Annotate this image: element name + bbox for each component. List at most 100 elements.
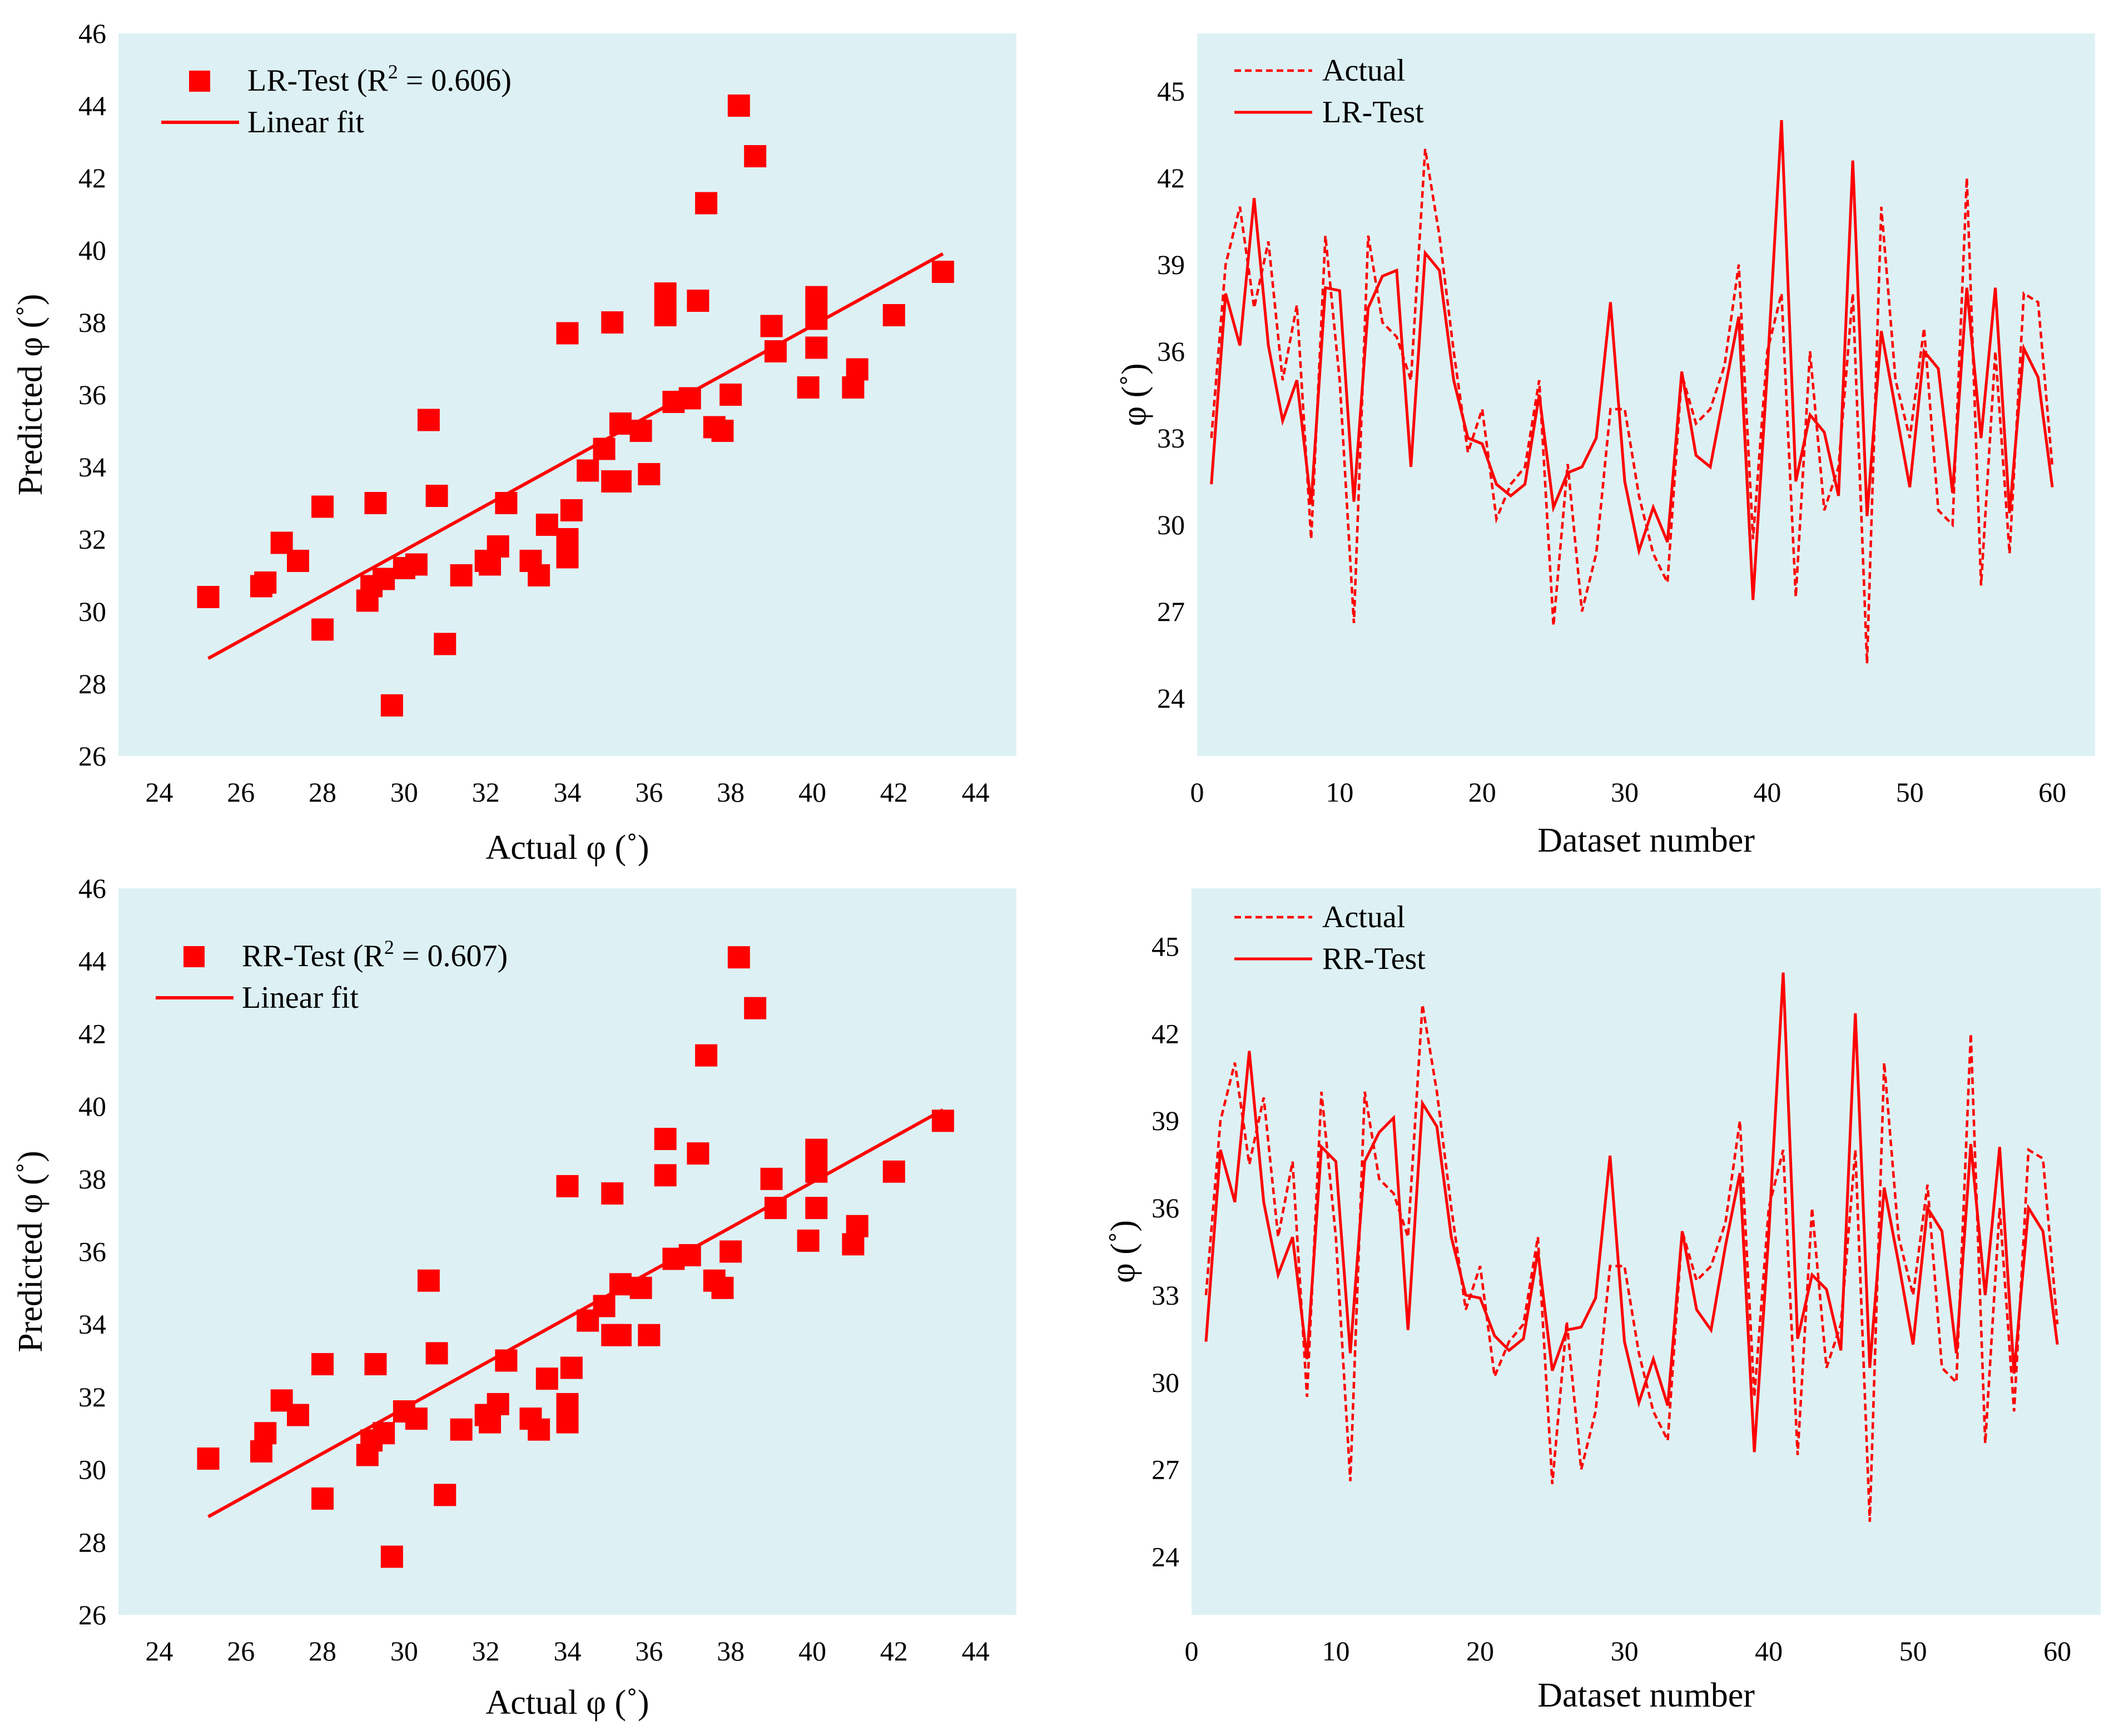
- scatter-point: [654, 1164, 677, 1187]
- scatter-point: [601, 311, 624, 334]
- scatter-point: [197, 586, 220, 608]
- y-tick-label: 30: [1152, 1367, 1179, 1398]
- scatter-point: [797, 376, 820, 399]
- scatter-point: [931, 1110, 954, 1132]
- x-tick-label: 0: [1185, 1635, 1199, 1667]
- x-tick-label: 24: [145, 777, 173, 808]
- y-tick-label: 33: [1152, 1280, 1179, 1311]
- legend-marker-swatch: [183, 946, 205, 967]
- y-tick-label: 34: [78, 1309, 106, 1340]
- r-squared-superscript: 2: [388, 61, 398, 83]
- y-tick-label: 24: [1152, 1541, 1179, 1572]
- x-axis-label: Actual φ (˚): [486, 829, 649, 867]
- x-tick-label: 32: [472, 777, 500, 808]
- y-tick-label: 44: [78, 90, 106, 121]
- lr_scatter-panel: 24 26 28 30 32 34 36 38 40 42 44 26 28 30 32 34 36 38 40 42…: [12, 18, 1016, 867]
- scatter-point: [528, 1418, 550, 1441]
- scatter-point: [882, 304, 905, 326]
- scatter-point: [254, 1422, 277, 1445]
- scatter-point: [609, 1324, 632, 1346]
- scatter-point: [760, 1167, 783, 1190]
- scatter-point: [417, 409, 440, 431]
- x-tick-label: 30: [390, 1635, 418, 1667]
- scatter-point: [311, 495, 334, 518]
- x-tick-label: 38: [717, 777, 745, 808]
- scatter-point: [373, 568, 395, 590]
- scatter-point: [805, 1138, 828, 1161]
- y-tick-label: 27: [1152, 1454, 1179, 1485]
- y-tick-label: 36: [78, 1236, 106, 1267]
- x-tick-label: 28: [309, 777, 336, 808]
- scatter-point: [450, 564, 473, 586]
- legend-fit-label: Linear fit: [247, 105, 364, 140]
- legend: Actual RR-Test: [1234, 900, 1426, 976]
- scatter-point: [556, 1411, 579, 1434]
- x-tick-label: 50: [1899, 1635, 1927, 1667]
- y-tick-label: 42: [78, 1018, 106, 1049]
- y-tick-label: 34: [78, 451, 106, 483]
- y-axis-label: Predicted φ (˚): [12, 294, 49, 496]
- y-tick-label: 46: [78, 18, 106, 49]
- legend-marker-label: RR-Test (R2 = 0.607): [242, 936, 508, 973]
- scatter-point: [711, 1276, 734, 1299]
- x-axis-label: Actual φ (˚): [486, 1684, 649, 1722]
- x-tick-label: 36: [635, 777, 663, 808]
- x-tick-label: 40: [798, 1635, 826, 1667]
- x-tick-label: 40: [1755, 1635, 1783, 1667]
- y-tick-label: 26: [78, 740, 106, 772]
- plot-area-background: [118, 33, 1016, 756]
- scatter-point: [805, 286, 828, 309]
- x-tick-label: 28: [309, 1635, 336, 1667]
- scatter-point: [609, 1273, 632, 1296]
- y-tick-label: 42: [78, 162, 106, 193]
- x-tick-label: 10: [1322, 1635, 1350, 1667]
- series-line-actual: [1210, 148, 2054, 664]
- y-tick-label: 39: [1157, 249, 1185, 280]
- series-line-rr-test: [1204, 972, 2059, 1453]
- x-tick-label: 26: [227, 1635, 255, 1667]
- scatter-point: [609, 412, 632, 435]
- scatter-point: [495, 492, 518, 514]
- rr_series-panel: 0 10 20 30 40 50 60 24 27 30 33 36 39 42 45 Dataset num…: [1104, 888, 2101, 1714]
- y-tick-label: 24: [1157, 683, 1185, 714]
- y-tick-label: 42: [1157, 162, 1185, 193]
- y-tick-label: 26: [78, 1599, 106, 1630]
- scatter-point: [931, 261, 954, 283]
- x-tick-label: 44: [962, 1635, 990, 1667]
- x-tick-label: 42: [880, 1635, 908, 1667]
- y-tick-label: 40: [78, 1091, 106, 1122]
- scatter-point: [805, 1197, 828, 1220]
- scatter-point: [764, 340, 787, 362]
- scatter-point: [687, 1142, 709, 1165]
- x-tick-label: 36: [635, 1635, 663, 1667]
- scatter-point: [846, 1215, 869, 1237]
- x-tick-label: 60: [2043, 1635, 2071, 1667]
- y-tick-label: 30: [78, 596, 106, 627]
- y-tick-label: 27: [1157, 596, 1185, 627]
- scatter-point: [711, 420, 734, 442]
- y-tick-label: 30: [78, 1454, 106, 1485]
- r-squared-superscript: 2: [384, 936, 394, 958]
- x-tick-label: 24: [145, 1635, 173, 1667]
- scatter-point: [528, 564, 550, 586]
- y-tick-label: 28: [78, 1526, 106, 1558]
- x-tick-label: 0: [1190, 777, 1204, 808]
- y-tick-label: 40: [78, 235, 106, 266]
- x-tick-label: 10: [1326, 777, 1353, 808]
- x-tick-label: 38: [717, 1635, 745, 1667]
- y-tick-label: 28: [78, 668, 106, 699]
- scatter-point: [695, 1044, 718, 1067]
- x-tick-label: 30: [1611, 1635, 1639, 1667]
- scatter-point: [405, 1407, 428, 1430]
- scatter-point: [805, 307, 828, 330]
- scatter-point: [577, 459, 599, 482]
- scatter-point: [556, 322, 579, 345]
- scatter-point: [560, 499, 583, 521]
- x-tick-label: 26: [227, 777, 255, 808]
- x-axis-label: Dataset number: [1537, 1677, 1755, 1714]
- x-tick-label: 44: [962, 777, 990, 808]
- scatter-point: [609, 470, 632, 493]
- scatter-point: [311, 618, 334, 641]
- scatter-point: [373, 1422, 395, 1445]
